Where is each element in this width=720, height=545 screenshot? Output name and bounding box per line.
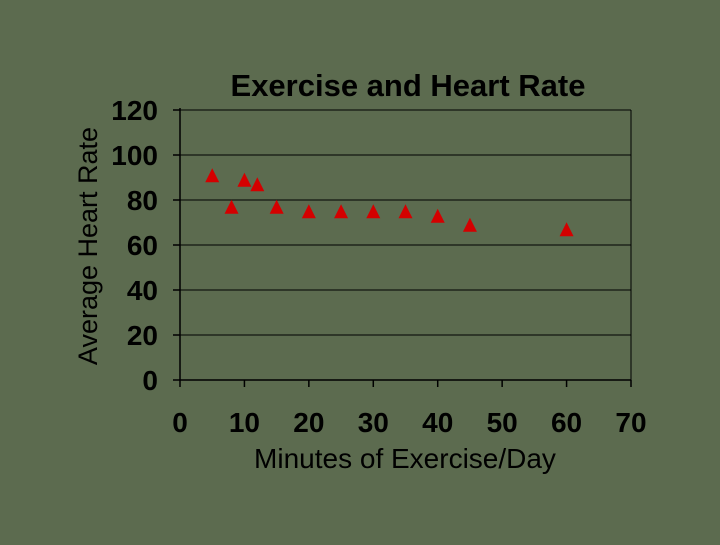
y-tick-label-80: 80 [127,185,158,216]
x-tick-label-70: 70 [615,407,646,438]
x-axis-label: Minutes of Exercise/Day [254,443,556,474]
data-point-9 [430,208,445,223]
y-tick-label-60: 60 [127,230,158,261]
data-point-2 [237,172,252,187]
x-tick-label-40: 40 [422,407,453,438]
data-point-6 [334,204,349,219]
data-point-0 [205,168,220,183]
data-points [205,168,574,237]
tick-labels: 0 20 40 60 80 100 120 0 10 20 30 40 50 60 70 [111,95,646,438]
x-tick-label-30: 30 [358,407,389,438]
data-point-1 [224,199,239,214]
data-point-10 [462,217,477,232]
x-tick-label-0: 0 [172,407,188,438]
gridlines [180,109,632,380]
data-point-7 [366,204,381,219]
x-tick-label-10: 10 [229,407,260,438]
data-point-3 [250,177,265,192]
y-tick-label-120: 120 [111,95,158,126]
y-tick-label-100: 100 [111,140,158,171]
data-point-11 [559,222,574,237]
x-tick-label-20: 20 [293,407,324,438]
x-tick-label-60: 60 [551,407,582,438]
data-point-4 [269,199,284,214]
y-tick-label-20: 20 [127,320,158,351]
y-axis-label: Average Heart Rate [73,127,103,365]
y-tick-label-40: 40 [127,275,158,306]
data-point-5 [301,204,316,219]
y-tick-label-0: 0 [142,365,158,396]
axes [173,108,632,387]
data-point-8 [398,204,413,219]
x-tick-label-50: 50 [487,407,518,438]
chart-title: Exercise and Heart Rate [231,68,586,103]
